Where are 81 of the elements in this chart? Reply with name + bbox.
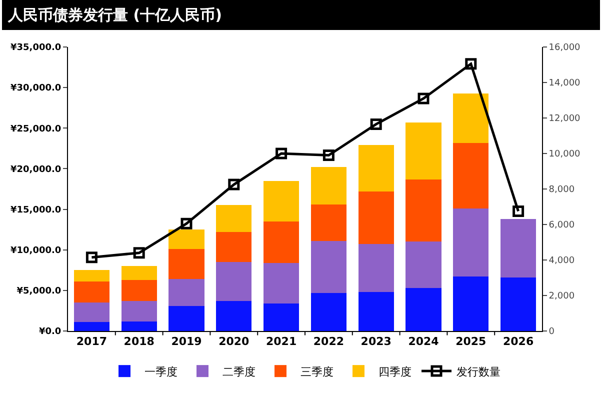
- x-tick-label: 2024: [408, 335, 440, 348]
- bar: [74, 282, 110, 303]
- bar: [121, 266, 157, 280]
- bar: [500, 219, 536, 278]
- y-tick-label: ¥10,000.0: [10, 246, 62, 256]
- x-tick-label: 2026: [502, 335, 534, 348]
- bar: [310, 240, 346, 293]
- bar: [121, 300, 157, 322]
- bar: [358, 145, 394, 192]
- point: [512, 205, 524, 217]
- bar: [453, 142, 489, 208]
- bar: [500, 277, 536, 331]
- y2-tick-label: 0: [548, 327, 555, 338]
- point: [133, 247, 145, 259]
- y-tick-label: ¥35,000.0: [10, 43, 62, 54]
- x-tick-label: 2018: [124, 335, 154, 348]
- point: [276, 148, 288, 160]
- bar: [168, 279, 204, 306]
- bar: [264, 303, 300, 331]
- bar: [264, 262, 300, 304]
- bar: [264, 221, 300, 263]
- x-tick-label: 2021: [266, 335, 297, 348]
- bar: [310, 292, 346, 331]
- bar: [310, 204, 346, 241]
- bar: [406, 242, 442, 288]
- point: [465, 58, 477, 70]
- bar: [121, 280, 157, 301]
- y-tick-label: ¥20,000.0: [10, 164, 62, 175]
- x-tick-label: 2019: [171, 335, 202, 348]
- point: [322, 150, 334, 162]
- bar: [406, 288, 442, 331]
- bar: [264, 180, 300, 222]
- bar: [358, 191, 394, 244]
- x-tick-label: 2017: [76, 335, 108, 348]
- bar: [168, 230, 204, 250]
- y2-tick-label: 14,000: [548, 78, 581, 89]
- y2-tick-label: 16,000: [548, 43, 581, 54]
- x-tick-label: 2022: [313, 335, 344, 348]
- bar: [168, 306, 204, 331]
- bar: [358, 292, 394, 331]
- bar: [406, 179, 442, 242]
- y-tick-label: ¥5,000.0: [16, 286, 62, 297]
- legend-label: 二季度: [222, 365, 256, 378]
- point: [370, 118, 382, 130]
- y2-tick-label: 2,000: [548, 292, 575, 302]
- bar: [216, 262, 252, 301]
- bar: [74, 270, 110, 282]
- bar: [358, 244, 394, 292]
- point: [180, 218, 192, 230]
- bar: [310, 167, 346, 204]
- legend-label: 一季度: [144, 365, 178, 378]
- bar: [168, 249, 204, 280]
- bar: [453, 276, 489, 331]
- bar: [453, 208, 489, 277]
- bar: [216, 205, 252, 232]
- x-tick-label: 2023: [360, 335, 392, 348]
- point: [228, 178, 240, 190]
- bar: [74, 322, 110, 331]
- y2-tick-label: 10,000: [548, 150, 581, 160]
- legend-label: 四季度: [378, 365, 412, 378]
- bar: [216, 232, 252, 262]
- x-tick-label: 2020: [218, 335, 250, 348]
- chart-title: 人民币债券发行量 (十亿人民币): [2, 0, 600, 30]
- y2-tick-label: 6,000: [548, 220, 575, 231]
- point: [86, 252, 98, 264]
- bar: [406, 122, 442, 180]
- y2-tick-label: 12,000: [548, 114, 581, 124]
- y-tick-label: ¥30,000.0: [10, 84, 62, 94]
- y2-tick-label: 8,000: [548, 185, 575, 196]
- y2-tick-label: 4,000: [548, 256, 575, 266]
- y-tick-label: ¥15,000.0: [10, 205, 62, 216]
- x-tick-label: 2025: [456, 335, 486, 348]
- legend-label: 三季度: [300, 365, 334, 378]
- bar: [121, 321, 157, 331]
- bar: [453, 93, 489, 143]
- legend-label: 发行数量: [456, 365, 500, 378]
- bar: [74, 302, 110, 322]
- bar: [216, 300, 252, 331]
- point: [418, 92, 430, 104]
- y-tick-label: ¥0.0: [38, 327, 62, 338]
- y-tick-label: ¥25,000.0: [10, 124, 62, 134]
